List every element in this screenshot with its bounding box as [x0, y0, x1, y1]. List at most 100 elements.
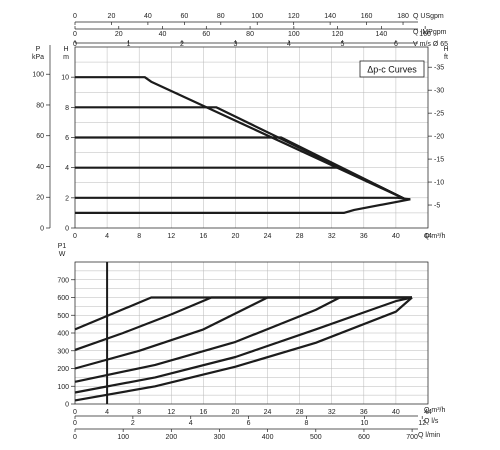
usgpm-axis-tick-label: 0	[73, 13, 77, 20]
y-tick-label-m: 4	[65, 165, 69, 172]
x-tick-label: 4	[105, 233, 109, 240]
x-tick-label: 4	[105, 409, 109, 416]
usgpm-axis-tick-label: 60	[180, 13, 188, 20]
ls-axis-tick-label: 0	[73, 420, 77, 427]
lmin-axis-tick-label: 300	[214, 434, 226, 441]
y-tick-label-ft: -5	[434, 203, 440, 210]
axis-unit-velocity: V m/s Ø 65	[413, 41, 448, 48]
y-axis-label-ft-2: ft	[444, 54, 448, 61]
y-axis-label-w: W	[59, 251, 66, 258]
x-tick-label: 16	[199, 409, 207, 416]
y-tick-label-m: 10	[61, 75, 69, 82]
axis-unit-usgpm: Q USgpm	[413, 13, 444, 20]
dp-c-curve-6	[75, 198, 411, 214]
dp-c-curve-4	[75, 166, 406, 201]
impgpm-axis-tick-label: 20	[115, 31, 123, 38]
impgpm-axis-tick-label: 40	[159, 31, 167, 38]
y-tick-label-ft: -35	[434, 65, 444, 72]
x-tick-label: 28	[296, 409, 304, 416]
x-tick-label: 0	[73, 233, 77, 240]
y-tick-label-kpa: 20	[36, 195, 44, 202]
y-tick-label-kpa: 40	[36, 164, 44, 171]
axis-unit-q-top-chart: Q m³/h	[424, 233, 445, 240]
x-tick-label: 32	[328, 409, 336, 416]
axis-unit-q-bottom-chart: Q m³/h	[424, 407, 445, 414]
ls-axis-tick-label: 10	[360, 420, 368, 427]
dp-c-curve-5	[75, 196, 411, 201]
usgpm-axis-tick-label: 40	[144, 13, 152, 20]
usgpm-axis-tick-label: 120	[288, 13, 300, 20]
x-tick-label: 24	[264, 409, 272, 416]
velocity-axis-tick-label: 5	[340, 41, 344, 48]
series-layer	[74, 76, 413, 404]
velocity-axis-tick-label: 4	[287, 41, 291, 48]
lmin-axis-tick-label: 200	[165, 434, 177, 441]
x-tick-label: 28	[296, 233, 304, 240]
ls-axis-tick-label: 2	[131, 420, 135, 427]
y-tick-label-w: 700	[57, 277, 69, 284]
usgpm-axis-tick-label: 180	[397, 13, 409, 20]
y-tick-label-ft: -10	[434, 180, 444, 187]
x-tick-label: 32	[328, 233, 336, 240]
y-axis-label-m-2: m	[63, 54, 69, 61]
x-tick-label: 44	[424, 233, 432, 240]
y-tick-label-m: 8	[65, 105, 69, 112]
x-tick-label: 8	[137, 409, 141, 416]
x-tick-label: 8	[137, 233, 141, 240]
y-tick-label-kpa: 100	[32, 72, 44, 79]
x-tick-label: 24	[264, 233, 272, 240]
usgpm-axis-tick-label: 160	[361, 13, 373, 20]
y-tick-label-w: 200	[57, 366, 69, 373]
axis-unit-impgpm: Q IMPgpm	[413, 29, 447, 36]
chart-title: Δp-c Curves	[367, 65, 417, 75]
power-curve-3	[74, 296, 412, 370]
bottom-chart-frame	[74, 261, 429, 405]
impgpm-axis-tick-label: 160	[419, 31, 431, 38]
lmin-axis-tick-label: 400	[262, 434, 274, 441]
axis-layer	[46, 21, 432, 432]
impgpm-axis-tick-label: 80	[246, 31, 254, 38]
x-tick-label: 20	[232, 409, 240, 416]
y-tick-label-w: 0	[65, 402, 69, 409]
lmin-axis-tick-label: 600	[358, 434, 370, 441]
velocity-axis-tick-label: 2	[180, 41, 184, 48]
velocity-axis-tick-label: 6	[394, 41, 398, 48]
ls-axis-tick-label: 12	[418, 420, 426, 427]
y-axis-label-kpa-2: kPa	[32, 54, 44, 61]
y-tick-label-w: 100	[57, 384, 69, 391]
power-curve-5	[74, 296, 413, 394]
lmin-axis-tick-label: 100	[117, 434, 129, 441]
usgpm-axis-tick-label: 80	[217, 13, 225, 20]
y-tick-label-m: 0	[65, 226, 69, 233]
x-tick-label: 36	[360, 409, 368, 416]
y-tick-label-kpa: 0	[40, 226, 44, 233]
ls-axis-tick-label: 4	[189, 420, 193, 427]
y-axis-label-ft-1: H	[443, 46, 448, 53]
impgpm-axis-tick-label: 100	[288, 31, 300, 38]
x-tick-label: 36	[360, 233, 368, 240]
axis-unit-lmin: Q l/min	[418, 432, 440, 439]
velocity-axis-tick-label: 3	[234, 41, 238, 48]
y-tick-label-ft: -30	[434, 88, 444, 95]
axis-unit-ls: Q l/s	[424, 418, 439, 425]
y-tick-label-w: 300	[57, 348, 69, 355]
velocity-axis-tick-label: 1	[127, 41, 131, 48]
legend-box	[359, 60, 425, 78]
x-tick-label: 12	[167, 409, 175, 416]
velocity-axis-tick-label: 0	[73, 41, 77, 48]
x-tick-label: 16	[199, 233, 207, 240]
y-tick-label-m: 2	[65, 195, 69, 202]
x-tick-label: 40	[392, 233, 400, 240]
y-axis-label-kpa-1: P	[36, 46, 41, 53]
ls-axis-tick-label: 8	[305, 420, 309, 427]
label-layer: 0 4 8 12 16 20 24 28 32 36 40 440246810020406080100…	[32, 13, 449, 441]
lmin-axis-tick-label: 500	[310, 434, 322, 441]
lmin-axis-tick-label: 0	[73, 434, 77, 441]
impgpm-axis-tick-label: 0	[73, 31, 77, 38]
impgpm-axis-tick-label: 140	[376, 31, 388, 38]
y-axis-label-m-1: H	[63, 46, 68, 53]
impgpm-axis-tick-label: 60	[202, 31, 210, 38]
usgpm-axis-tick-label: 100	[251, 13, 263, 20]
x-tick-label: 40	[392, 409, 400, 416]
